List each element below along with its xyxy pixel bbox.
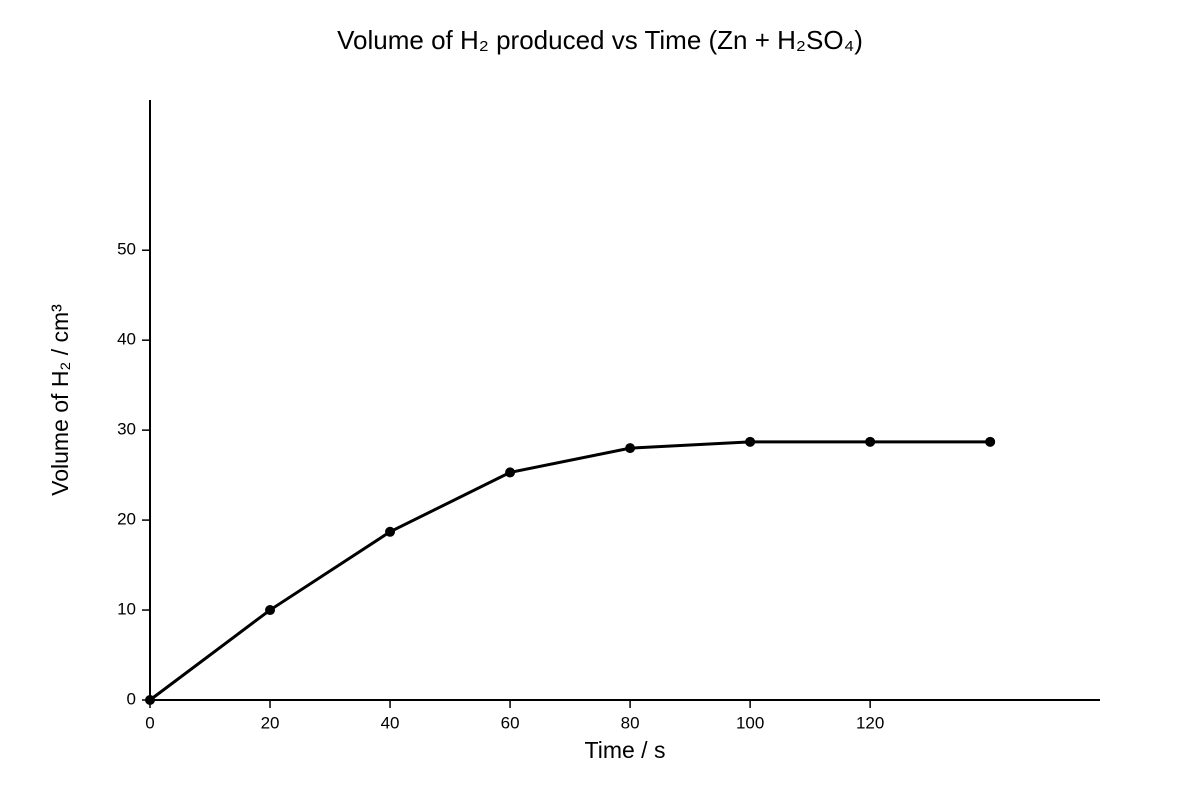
x-tick-label: 20 xyxy=(261,713,280,732)
x-axis-label: Time / s xyxy=(585,737,666,763)
x-tick-label: 80 xyxy=(621,713,640,732)
data-point xyxy=(385,526,396,537)
x-tick-label: 40 xyxy=(381,713,400,732)
data-point xyxy=(865,436,876,447)
x-tick-label: 0 xyxy=(145,713,154,732)
data-point xyxy=(745,436,756,447)
data-point xyxy=(505,467,516,478)
data-point xyxy=(265,605,276,616)
y-tick-label: 10 xyxy=(117,600,136,619)
y-tick-label: 50 xyxy=(117,240,136,259)
chart-title: Volume of H₂ produced vs Time (Zn + H₂SO… xyxy=(337,25,863,55)
y-tick-label: 20 xyxy=(117,510,136,529)
data-point xyxy=(625,443,636,454)
data-point xyxy=(985,436,996,447)
y-tick-label: 0 xyxy=(127,689,136,708)
x-tick-label: 100 xyxy=(736,713,764,732)
y-tick-label: 30 xyxy=(117,420,136,439)
y-tick-label: 40 xyxy=(117,330,136,349)
x-tick-label: 120 xyxy=(856,713,884,732)
data-line xyxy=(149,440,991,702)
x-tick-label: 60 xyxy=(501,713,520,732)
y-axis-label: Volume of H₂ / cm³ xyxy=(47,304,73,496)
data-point xyxy=(145,695,155,705)
